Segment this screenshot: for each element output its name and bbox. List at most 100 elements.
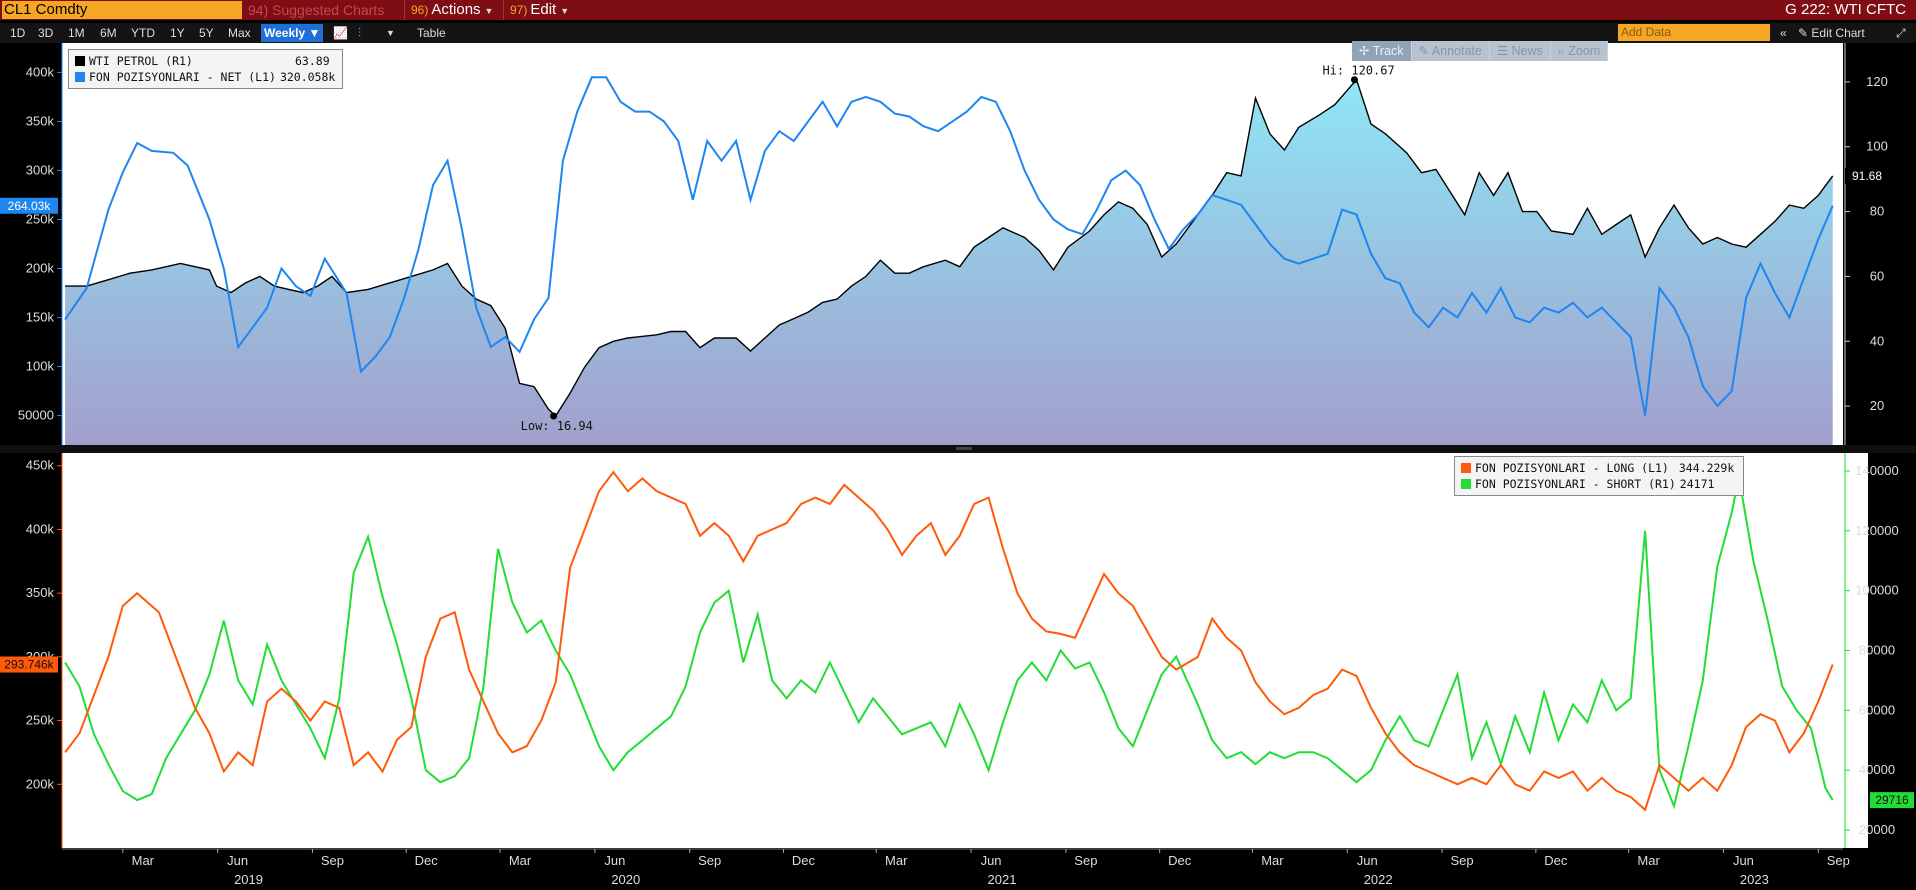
ticker-input[interactable]: CL1 Comdty bbox=[2, 1, 242, 19]
value-tag-bg bbox=[1870, 792, 1914, 809]
y-tick-label: 450k bbox=[26, 458, 55, 473]
candlestick-icon[interactable]: ⫶ bbox=[358, 26, 362, 40]
command-bar: CL1 Comdty 94) Suggested Charts 96) Actio… bbox=[0, 0, 1916, 20]
chevron-down-icon: ▼ bbox=[560, 6, 570, 16]
short-last-value-tag: 29716 bbox=[1870, 792, 1914, 809]
range-1y-button[interactable]: 1Y bbox=[170, 26, 185, 40]
annotate-tool-button[interactable]: ✎ Annotate bbox=[1412, 41, 1490, 61]
value-tag-bg bbox=[0, 197, 58, 214]
x-tick-label: Jun bbox=[604, 853, 625, 868]
y-tick-label: 400k bbox=[26, 64, 55, 79]
lower-legend[interactable]: FON POZISYONLARI - LONG (L1) 344.229k FO… bbox=[1454, 456, 1744, 496]
chart-toolbar: 1D 3D 1M 6M YTD 1Y 5Y Max Weekly ▼ 📈 ⫶ ▼… bbox=[0, 23, 1916, 43]
x-tick-label: Sep bbox=[321, 853, 344, 868]
news-label: News bbox=[1511, 44, 1543, 58]
value-tag-text: 29716 bbox=[1875, 793, 1909, 807]
x-year-label: 2019 bbox=[234, 872, 263, 887]
x-tick-label: Sep bbox=[1827, 853, 1850, 868]
collapse-icon[interactable]: « bbox=[1780, 26, 1787, 40]
chart-tools-bar: ✢ Track ✎ Annotate ☰ News ⌕ Zoom bbox=[1352, 41, 1609, 61]
divider-handle[interactable] bbox=[956, 447, 972, 450]
edit-chart-button[interactable]: ✎ Edit Chart bbox=[1798, 24, 1865, 42]
x-tick-label: Mar bbox=[132, 853, 155, 868]
y-tick-label: 250k bbox=[26, 211, 55, 226]
range-ytd-button[interactable]: YTD bbox=[131, 26, 155, 40]
y-tick-label: 150k bbox=[26, 310, 55, 325]
y-tick-label: 100 bbox=[1866, 139, 1888, 154]
chart-canvas[interactable]: 400k 350k 300k 250k 200k 150k 100k 50000 120 100 8… bbox=[0, 43, 1916, 890]
edit-menu-button[interactable]: 97) Edit ▼ bbox=[503, 0, 575, 20]
range-1m-button[interactable]: 1M bbox=[68, 26, 85, 40]
y-tick-label: 120000 bbox=[1855, 523, 1898, 538]
x-tick-label: Mar bbox=[885, 853, 908, 868]
value-tag-bg bbox=[1845, 167, 1889, 184]
line-chart-icon[interactable]: 📈 bbox=[333, 26, 348, 40]
high-marker bbox=[1350, 76, 1358, 84]
range-6m-button[interactable]: 6M bbox=[100, 26, 117, 40]
legend-swatch bbox=[1461, 479, 1471, 489]
edit-chart-label: Edit Chart bbox=[1811, 26, 1865, 40]
net-position-line bbox=[64, 76, 1834, 416]
legend-item-wti[interactable]: WTI PETROL (R1) 63.89 bbox=[75, 53, 336, 69]
x-year-label: 2022 bbox=[1364, 872, 1393, 887]
x-tick-label: Mar bbox=[1261, 853, 1284, 868]
y-tick-label: 50000 bbox=[18, 408, 54, 423]
actions-menu-button[interactable]: 96) Actions ▼ bbox=[404, 0, 499, 20]
x-tick-label: Jun bbox=[1357, 853, 1378, 868]
legend-value: 63.89 bbox=[295, 54, 330, 68]
legend-item-long[interactable]: FON POZISYONLARI - LONG (L1) 344.229k bbox=[1461, 460, 1737, 476]
annotate-label: Annotate bbox=[1431, 44, 1482, 58]
legend-value: 320.058k bbox=[279, 70, 336, 84]
add-data-input[interactable]: Add Data bbox=[1618, 24, 1770, 41]
actions-number: 96) bbox=[411, 3, 429, 17]
legend-name: FON POZISYONLARI - SHORT (R1) bbox=[1475, 477, 1676, 491]
upper-series-lines bbox=[64, 76, 1834, 418]
range-5y-button[interactable]: 5Y bbox=[199, 26, 214, 40]
x-tick-label: Sep bbox=[1074, 853, 1097, 868]
zoom-tool-button[interactable]: ⌕ Zoom bbox=[1551, 41, 1609, 61]
upper-legend[interactable]: WTI PETROL (R1) 63.89 FON POZISYONLARI -… bbox=[68, 49, 343, 89]
y-tick-label: 40000 bbox=[1859, 762, 1895, 777]
legend-name: FON POZISYONLARI - NET (L1) bbox=[89, 70, 276, 84]
actions-label: Actions bbox=[431, 1, 481, 18]
range-max-button[interactable]: Max bbox=[228, 26, 251, 40]
legend-value: 344.229k bbox=[1678, 461, 1735, 475]
x-year-label: 2021 bbox=[988, 872, 1017, 887]
y-tick-label: 60 bbox=[1870, 268, 1884, 283]
x-tick-label: Jun bbox=[1733, 853, 1754, 868]
value-tag-text: 91.68 bbox=[1852, 169, 1882, 183]
legend-item-short[interactable]: FON POZISYONLARI - SHORT (R1) 24171 bbox=[1461, 476, 1737, 492]
page-title: G 222: WTI CFTC bbox=[1785, 1, 1906, 18]
expand-icon[interactable]: ⤢ bbox=[1896, 26, 1906, 40]
news-tool-button[interactable]: ☰ News bbox=[1490, 41, 1551, 61]
y-tick-label: 400k bbox=[26, 521, 55, 536]
legend-item-net[interactable]: FON POZISYONLARI - NET (L1) 320.058k bbox=[75, 69, 336, 85]
x-year-label: 2023 bbox=[1740, 872, 1769, 887]
net-last-value-tag: 264.03k bbox=[0, 197, 58, 214]
track-tool-button[interactable]: ✢ Track bbox=[1352, 41, 1412, 61]
suggested-charts-button[interactable]: 94) Suggested Charts bbox=[248, 0, 384, 20]
y-tick-label: 140000 bbox=[1855, 463, 1898, 478]
range-1d-button[interactable]: 1D bbox=[10, 26, 26, 40]
x-tick-label: Dec bbox=[1544, 853, 1568, 868]
y-tick-label: 100k bbox=[26, 359, 55, 374]
chevron-down-icon[interactable]: ▼ bbox=[386, 28, 395, 38]
short-position-line bbox=[64, 476, 1834, 810]
frequency-dropdown[interactable]: Weekly ▼ bbox=[261, 24, 324, 42]
value-tag-text: 293.746k bbox=[4, 658, 54, 672]
edit-number: 97) bbox=[510, 3, 528, 17]
edit-label: Edit bbox=[530, 1, 557, 18]
y-tick-label: 60000 bbox=[1859, 702, 1895, 717]
low-marker bbox=[550, 412, 558, 420]
table-button[interactable]: Table bbox=[417, 26, 446, 40]
pencil-icon: ✎ bbox=[1798, 26, 1809, 40]
low-label: Low: 16.94 bbox=[521, 419, 593, 433]
legend-swatch bbox=[1461, 463, 1471, 473]
chevron-down-icon: ▼ bbox=[484, 6, 494, 16]
y-tick-label: 200k bbox=[26, 776, 55, 791]
range-3d-button[interactable]: 3D bbox=[38, 26, 54, 40]
suggested-charts-label: Suggested Charts bbox=[272, 2, 385, 18]
y-tick-label: 200k bbox=[26, 261, 55, 276]
x-tick-label: Mar bbox=[1637, 853, 1660, 868]
x-tick-label: Dec bbox=[792, 853, 816, 868]
